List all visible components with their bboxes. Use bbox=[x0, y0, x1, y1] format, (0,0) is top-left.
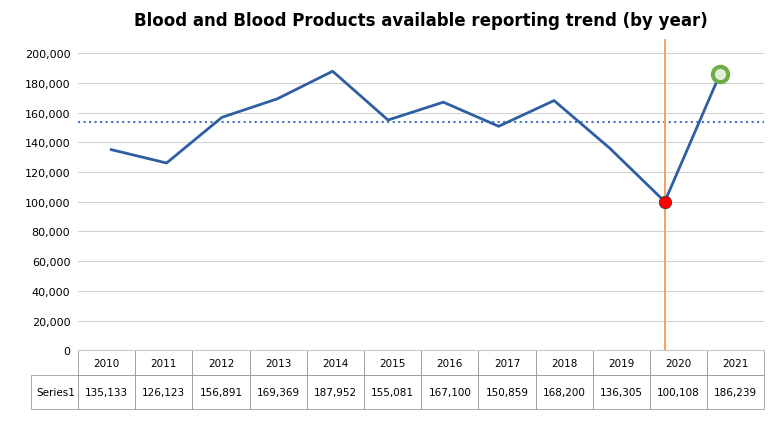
Title: Blood and Blood Products available reporting trend (by year): Blood and Blood Products available repor… bbox=[134, 11, 708, 29]
